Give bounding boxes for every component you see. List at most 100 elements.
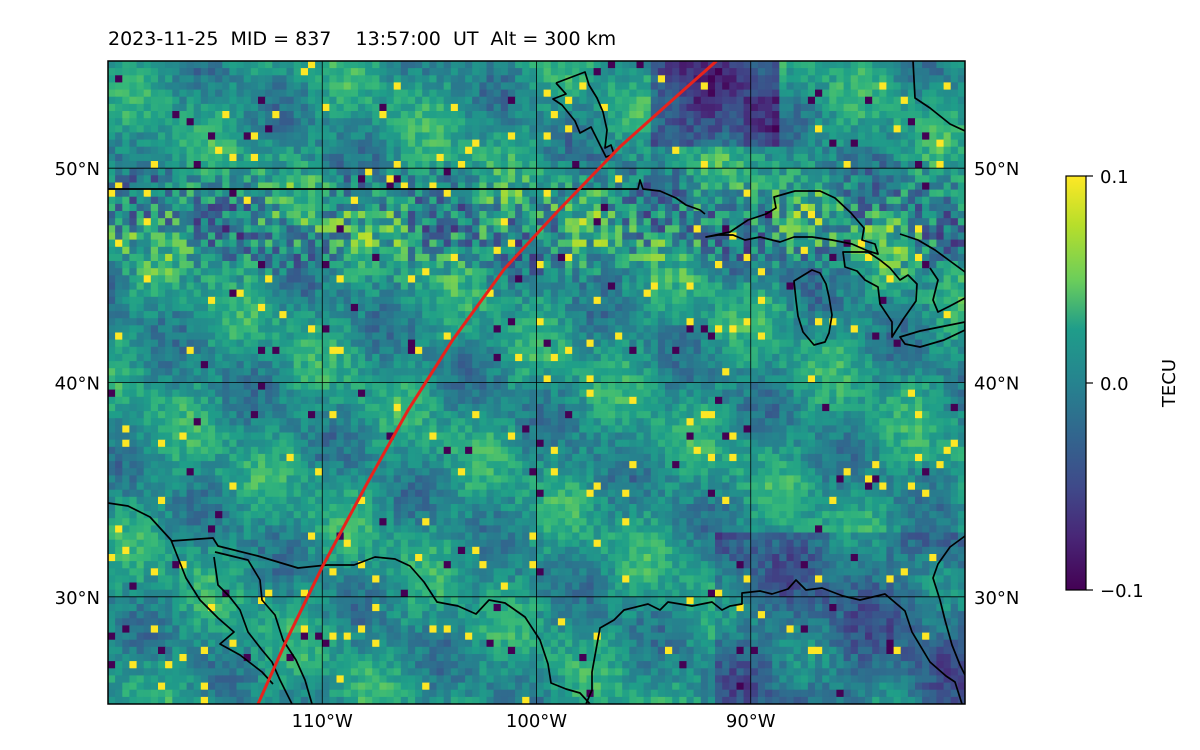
tec-cell	[372, 153, 380, 162]
tec-cell	[358, 332, 366, 341]
tec-cell	[600, 289, 609, 298]
tec-cell	[936, 118, 945, 126]
tec-cell	[665, 146, 673, 155]
tec-cell	[807, 225, 816, 234]
tec-cell	[393, 275, 402, 284]
tec-cell	[436, 318, 445, 326]
tec-cell	[800, 203, 809, 212]
tec-cell	[579, 96, 588, 105]
tec-cell	[707, 103, 716, 112]
tec-cell	[965, 140, 973, 148]
tec-cell	[315, 111, 323, 119]
tec-cell	[186, 311, 195, 319]
tec-cell	[679, 82, 688, 91]
tec-cell	[522, 125, 530, 134]
tec-cell	[650, 339, 659, 348]
tec-cell	[315, 146, 323, 155]
tec-cell	[465, 261, 473, 269]
tec-cell	[415, 61, 423, 69]
tec-cell	[586, 232, 595, 241]
tec-cell	[750, 211, 759, 219]
tec-cell	[572, 125, 580, 134]
tec-cell	[457, 339, 466, 348]
tec-cell	[786, 82, 795, 91]
tec-cell	[736, 296, 745, 305]
tec-cell	[693, 318, 702, 326]
tec-cell	[400, 196, 409, 205]
tec-cell	[865, 125, 873, 134]
tec-cell	[143, 318, 152, 326]
tec-cell	[436, 118, 445, 126]
tec-cell	[843, 203, 852, 212]
tec-cell	[293, 96, 302, 105]
tec-cell	[815, 146, 823, 155]
tec-cell	[457, 303, 466, 312]
tec-cell	[236, 203, 245, 212]
tec-cell	[158, 296, 166, 305]
tec-cell	[258, 232, 266, 241]
tec-cell	[529, 339, 538, 348]
tec-cell	[158, 118, 166, 126]
tec-cell	[122, 153, 131, 162]
tec-cell	[236, 303, 245, 312]
tec-cell	[129, 353, 138, 362]
tec-cell	[122, 261, 131, 269]
tec-cell	[222, 225, 231, 234]
tec-cell	[586, 211, 595, 219]
tec-cell	[193, 118, 202, 126]
tec-cell	[686, 225, 695, 234]
tec-cell	[429, 75, 438, 84]
tec-cell	[365, 282, 373, 291]
tec-cell	[322, 196, 330, 205]
tec-cell	[308, 196, 316, 205]
tec-cell	[786, 103, 795, 112]
tec-cell	[700, 318, 709, 326]
tec-cell	[243, 139, 252, 148]
tec-cell	[236, 146, 245, 155]
tec-cell	[765, 153, 773, 162]
tec-cell	[515, 346, 523, 355]
tec-cell	[907, 339, 916, 348]
tec-cell	[422, 68, 430, 76]
tec-cell	[665, 225, 673, 234]
tec-cell	[536, 289, 545, 298]
tec-cell	[707, 161, 716, 169]
tec-cell	[436, 139, 445, 148]
tec-cell	[815, 89, 823, 98]
tec-cell	[543, 246, 552, 255]
tec-cell	[250, 61, 259, 69]
tec-cell	[286, 96, 295, 105]
tec-cell	[900, 282, 909, 291]
tec-cell	[865, 311, 873, 319]
tec-cell	[286, 161, 295, 169]
tec-cell	[243, 75, 252, 84]
tec-cell	[329, 275, 338, 284]
tec-cell	[158, 346, 166, 355]
tec-cell	[636, 68, 645, 76]
tec-cell	[650, 146, 659, 155]
tec-cell	[422, 318, 430, 326]
tec-cell	[193, 289, 202, 298]
tec-cell	[200, 211, 209, 219]
tec-cell	[350, 353, 359, 362]
tec-cell	[665, 175, 673, 184]
tec-cell	[922, 139, 930, 148]
tec-cell	[372, 296, 380, 305]
tec-cell	[950, 325, 959, 334]
tec-cell	[500, 182, 509, 191]
tec-cell	[950, 103, 959, 112]
tec-cell	[907, 225, 916, 234]
tec-cell	[765, 275, 773, 284]
tec-cell	[786, 182, 795, 191]
tec-cell	[743, 211, 752, 219]
tec-cell	[493, 296, 502, 305]
tec-cell	[179, 282, 188, 291]
tec-cell	[493, 253, 502, 262]
tec-cell	[193, 218, 202, 226]
tec-cell	[757, 296, 766, 305]
tec-cell	[129, 103, 138, 112]
tec-cell	[607, 282, 616, 291]
tec-cell	[293, 196, 302, 205]
tec-cell	[279, 239, 288, 248]
tec-cell	[786, 246, 795, 255]
